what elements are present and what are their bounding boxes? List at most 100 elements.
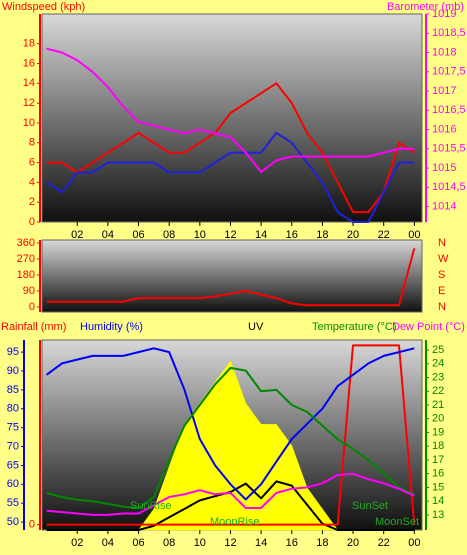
y-tick-label: 55 <box>7 497 19 509</box>
annotation: SunSet <box>352 500 388 512</box>
y-tick-label: 8 <box>29 137 35 149</box>
x-tick-label: 22 <box>378 537 390 549</box>
y2-tick-label: 23 <box>432 371 444 383</box>
y2-tick-label: 1017 <box>432 85 456 97</box>
y-tick-label: 95 <box>7 346 19 358</box>
axis-label: Windspeed (kph) <box>2 1 85 13</box>
y2-tick-label: 20 <box>432 413 444 425</box>
x-tick-label: 02 <box>71 229 83 241</box>
x-tick-label: 12 <box>224 229 236 241</box>
x-tick-label: 14 <box>255 229 267 241</box>
x-tick-label: 12 <box>224 537 236 549</box>
x-tick-label: 18 <box>316 537 328 549</box>
y2-tick-label: 13 <box>432 509 444 521</box>
y-tick-label: 0 <box>29 301 35 313</box>
y2-tick-label: W <box>438 253 449 265</box>
y2-tick-label: 14 <box>432 495 444 507</box>
x-tick-label: 04 <box>102 537 114 549</box>
y2-tick-label: 18 <box>432 440 444 452</box>
y2-tick-label: 17 <box>432 454 444 466</box>
series-line <box>46 82 415 214</box>
x-tick-label: 18 <box>316 229 328 241</box>
y2-tick-label: 16 <box>432 468 444 480</box>
x-tick-label: 08 <box>163 229 175 241</box>
y-tick-label: 18 <box>23 38 35 50</box>
y-tick-label: 180 <box>17 269 35 281</box>
y-tick-label: 75 <box>7 422 19 434</box>
series-line <box>46 47 415 173</box>
y2-tick-label: 24 <box>432 358 444 370</box>
y2-tick-label: 1018 <box>432 46 456 58</box>
x-tick-label: 14 <box>255 537 267 549</box>
y2-tick-label: 1018,5 <box>432 27 466 39</box>
y2-tick-label: 1019 <box>432 8 456 20</box>
x-tick-label: 10 <box>194 537 206 549</box>
x-tick-label: 20 <box>347 229 359 241</box>
x-tick-label: 02 <box>71 537 83 549</box>
axis-label: Dew Point (°C) <box>392 321 465 333</box>
y2-tick-label: 1014,5 <box>432 181 466 193</box>
plot-area <box>41 239 423 313</box>
y2-tick-label: 1015 <box>432 162 456 174</box>
y2-tick-label: N <box>438 237 446 249</box>
axis-label: Temperature (°C) <box>312 321 396 333</box>
x-tick-label: 00 <box>408 537 420 549</box>
rain-tick-label: 0 <box>29 519 35 531</box>
y2-tick-label: 1014 <box>432 200 456 212</box>
y2-tick-label: 22 <box>432 385 444 397</box>
y-tick-label: 50 <box>7 516 19 528</box>
x-tick-label: 00 <box>408 229 420 241</box>
y-tick-label: 65 <box>7 459 19 471</box>
series-line <box>46 248 416 307</box>
x-tick-label: 10 <box>194 229 206 241</box>
x-tick-label: 04 <box>102 229 114 241</box>
plot-area <box>41 13 423 223</box>
x-tick-label: 22 <box>378 229 390 241</box>
series-line <box>46 347 415 501</box>
y2-tick-label: N <box>438 301 446 313</box>
x-tick-label: 20 <box>347 537 359 549</box>
x-tick-label: 16 <box>286 229 298 241</box>
y-tick-label: 6 <box>29 156 35 168</box>
series-line <box>46 366 415 509</box>
y-tick-label: 270 <box>17 253 35 265</box>
y-tick-label: 85 <box>7 384 19 396</box>
axis-label: Humidity (%) <box>80 321 143 333</box>
y-tick-label: 2 <box>29 196 35 208</box>
axis-label: UV <box>248 321 264 333</box>
y-tick-label: 80 <box>7 403 19 415</box>
x-tick-label: 06 <box>132 229 144 241</box>
y2-tick-label: 1017,5 <box>432 66 466 78</box>
y2-tick-label: 19 <box>432 426 444 438</box>
y-tick-label: 60 <box>7 478 19 490</box>
y2-tick-label: S <box>438 269 445 281</box>
y-tick-label: 16 <box>23 57 35 69</box>
series-line <box>46 472 415 516</box>
y-tick-label: 12 <box>23 97 35 109</box>
annotation: MoonSet <box>375 516 419 528</box>
series-line <box>46 131 415 223</box>
y2-tick-label: 25 <box>432 344 444 356</box>
x-tick-label: 06 <box>132 537 144 549</box>
y2-tick-label: 1016 <box>432 123 456 135</box>
x-tick-label: 16 <box>286 537 298 549</box>
x-tick-label: 08 <box>163 537 175 549</box>
axis-label: Rainfall (mm) <box>1 321 66 333</box>
y2-tick-label: 1015,5 <box>432 143 466 155</box>
y2-tick-label: 15 <box>432 481 444 493</box>
y-tick-label: 10 <box>23 117 35 129</box>
y-tick-label: 90 <box>7 365 19 377</box>
y-tick-label: 360 <box>17 237 35 249</box>
annotation: SunRise <box>130 500 172 512</box>
axis-label: Barometer (mb) <box>387 1 464 13</box>
y2-tick-label: E <box>438 285 445 297</box>
annotation: MoonRise <box>210 516 260 528</box>
y-tick-label: 90 <box>23 285 35 297</box>
y-tick-label: 70 <box>7 440 19 452</box>
y-tick-label: 0 <box>29 216 35 228</box>
y-tick-label: 14 <box>23 77 35 89</box>
y2-tick-label: 21 <box>432 399 444 411</box>
y2-tick-label: 1016,5 <box>432 104 466 116</box>
y-tick-label: 4 <box>29 176 35 188</box>
